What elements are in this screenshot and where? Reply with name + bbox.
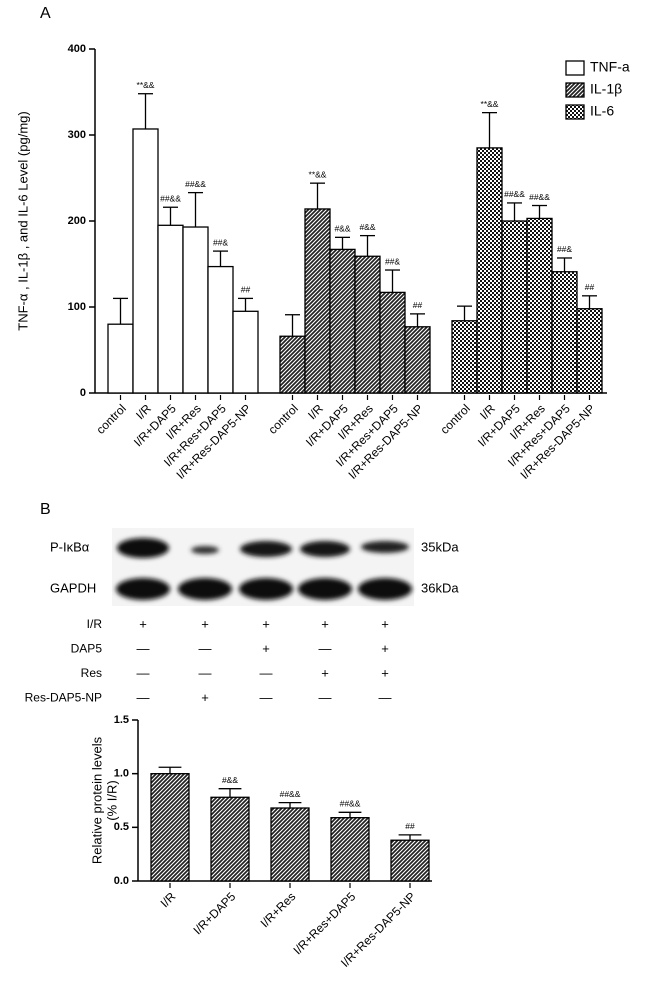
y-tick-label: 0.5 xyxy=(114,821,129,833)
annotation: #&& xyxy=(359,222,375,232)
condition-sign: + xyxy=(381,616,389,631)
x-tick-label: I/R+DAP5 xyxy=(190,889,238,937)
bar xyxy=(404,326,431,394)
legend-label: IL-6 xyxy=(590,103,614,119)
condition-sign: + xyxy=(201,690,209,705)
legend-swatch xyxy=(565,104,585,120)
bar xyxy=(390,839,430,882)
bar xyxy=(451,320,478,394)
legend-swatch xyxy=(565,60,585,76)
x-tick-label: I/R+Res+DAP5 xyxy=(290,889,358,957)
y-axis-label: (% I/R) xyxy=(104,780,119,820)
annotation: #&& xyxy=(334,224,350,234)
legend-swatch xyxy=(565,82,585,98)
condition-sign: — xyxy=(319,690,332,705)
x-tick-label: I/R+Res xyxy=(258,889,299,930)
condition-sign: + xyxy=(321,665,329,680)
y-tick-label: 200 xyxy=(68,215,86,227)
band-label: P-IκBα xyxy=(50,539,90,554)
bar xyxy=(270,807,310,882)
bar xyxy=(329,248,356,394)
annotation: ## xyxy=(405,821,415,831)
bar xyxy=(576,308,603,394)
annotation: ## xyxy=(241,285,251,295)
annotation: ##& xyxy=(213,237,228,247)
condition-sign: — xyxy=(199,665,212,680)
x-tick-label: I/R xyxy=(158,889,179,910)
annotation: ##&& xyxy=(280,789,301,799)
annotation: ##& xyxy=(385,256,400,266)
annotation: **&& xyxy=(481,99,499,109)
y-tick-label: 400 xyxy=(68,43,86,55)
condition-sign: — xyxy=(137,641,150,656)
panel-label: B xyxy=(40,501,51,518)
annotation: **&& xyxy=(137,80,155,90)
x-tick-label: control xyxy=(93,401,128,436)
bar xyxy=(232,310,259,394)
bar xyxy=(551,271,578,394)
bar xyxy=(107,323,134,394)
x-tick-label: control xyxy=(265,401,300,436)
condition-sign: — xyxy=(379,690,392,705)
annotation: ##&& xyxy=(185,179,206,189)
bar xyxy=(279,335,306,394)
condition-sign: + xyxy=(381,641,389,656)
annotation: ##&& xyxy=(160,193,181,203)
y-tick-label: 0.0 xyxy=(114,875,129,887)
condition-sign: + xyxy=(381,665,389,680)
bar xyxy=(501,220,528,394)
bar xyxy=(210,796,250,882)
condition-label: DAP5 xyxy=(71,642,103,656)
blot-image xyxy=(112,528,414,606)
bar xyxy=(207,265,234,394)
bar xyxy=(132,128,159,394)
annotation: ## xyxy=(413,300,423,310)
condition-sign: + xyxy=(201,616,209,631)
y-axis-label: Relative protein levels xyxy=(89,736,104,864)
band-size: 36kDa xyxy=(421,580,459,595)
y-tick-label: 1.5 xyxy=(114,714,129,726)
condition-sign: — xyxy=(260,665,273,680)
condition-sign: — xyxy=(137,690,150,705)
condition-sign: + xyxy=(262,641,270,656)
annotation: #&& xyxy=(222,775,238,785)
band-label: GAPDH xyxy=(50,580,96,595)
condition-label: I/R xyxy=(87,617,103,631)
annotation: ##& xyxy=(557,244,572,254)
condition-sign: — xyxy=(199,641,212,656)
panel-label: A xyxy=(40,5,51,22)
annotation: **&& xyxy=(309,169,327,179)
annotation: ## xyxy=(585,282,595,292)
annotation: ##&& xyxy=(504,189,525,199)
legend-label: TNF-a xyxy=(590,59,630,75)
condition-sign: — xyxy=(137,665,150,680)
y-tick-label: 0 xyxy=(80,387,86,399)
bar xyxy=(182,226,209,394)
condition-sign: — xyxy=(319,641,332,656)
annotation: ##&& xyxy=(529,192,550,202)
condition-sign: + xyxy=(139,616,147,631)
y-tick-label: 100 xyxy=(68,301,86,313)
x-tick-label: control xyxy=(437,401,472,436)
bar xyxy=(476,147,503,394)
y-tick-label: 1.0 xyxy=(114,768,129,780)
bar xyxy=(150,773,190,882)
condition-label: Res-DAP5-NP xyxy=(25,691,102,705)
bar xyxy=(379,291,406,394)
legend-label: IL-1β xyxy=(590,81,622,97)
bar xyxy=(526,217,553,394)
y-tick-label: 300 xyxy=(68,129,86,141)
condition-sign: + xyxy=(262,616,270,631)
condition-sign: + xyxy=(321,616,329,631)
bar xyxy=(304,208,331,394)
y-axis-label: TNF-α , IL-1β , and IL-6 Level (pg/mg) xyxy=(15,111,30,330)
annotation: ##&& xyxy=(340,799,361,809)
condition-label: Res xyxy=(81,666,102,680)
bar xyxy=(330,817,370,882)
bar xyxy=(157,224,184,394)
condition-sign: — xyxy=(260,690,273,705)
band-size: 35kDa xyxy=(421,539,459,554)
bar xyxy=(354,255,381,394)
